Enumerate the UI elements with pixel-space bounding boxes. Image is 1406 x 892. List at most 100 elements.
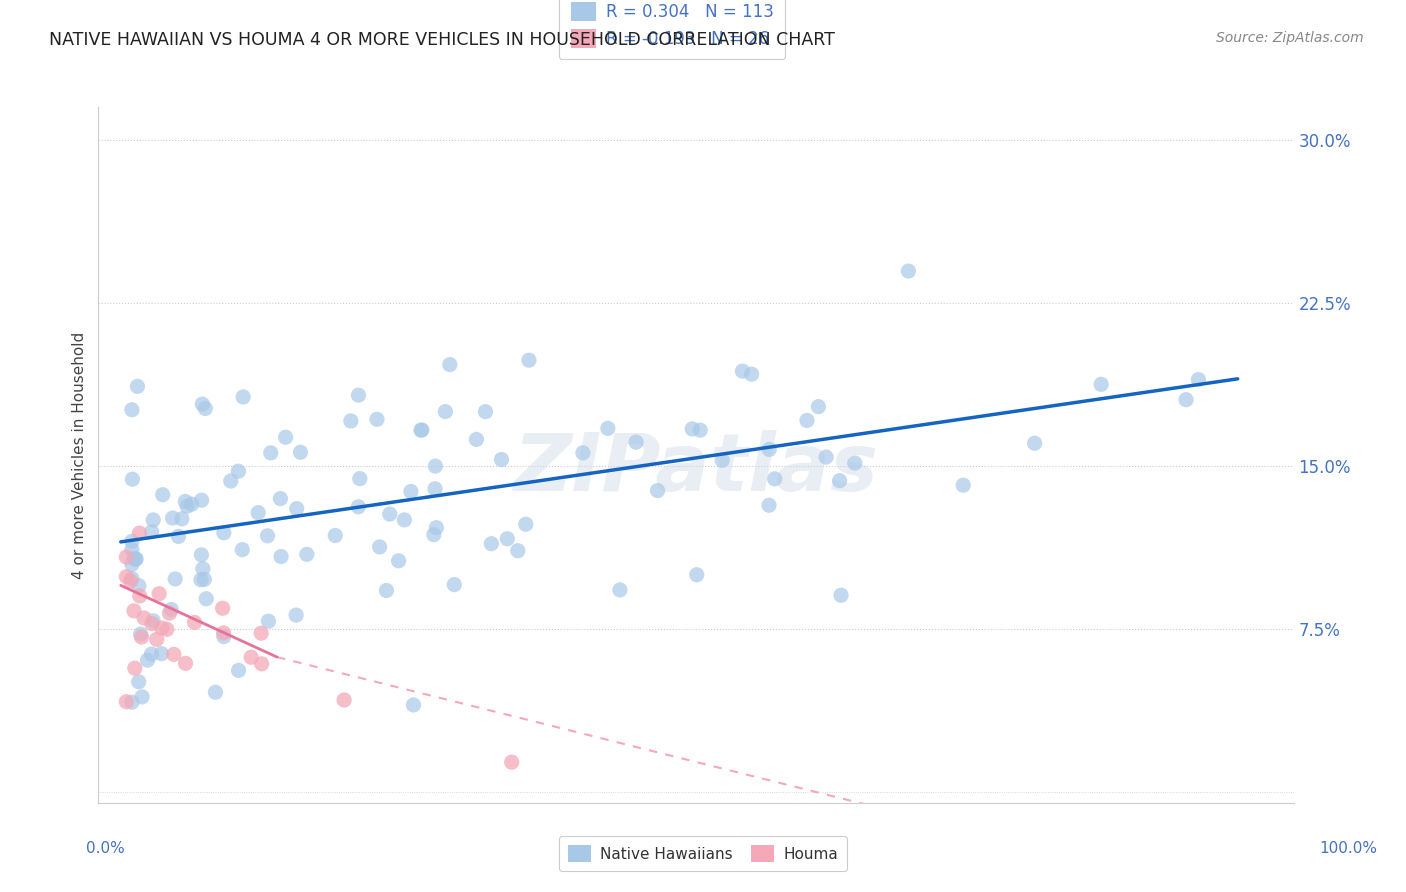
Point [152,488,174,502]
Point [131,690,153,704]
Point [142,513,165,527]
Point [167,529,190,543]
Point [257,614,280,628]
Point [141,616,163,631]
Point [115,549,138,564]
Point [399,484,422,499]
Point [212,630,235,644]
Legend: Native Hawaiians, Houma: Native Hawaiians, Houma [560,836,846,871]
Point [121,558,143,572]
Text: ZIPatlas: ZIPatlas [513,430,879,508]
Point [1090,377,1112,392]
Point [269,491,291,506]
Point [285,501,308,516]
Point [136,653,159,667]
Point [474,405,496,419]
Point [1024,436,1046,450]
Point [425,459,447,474]
Point [340,414,363,428]
Point [828,474,851,488]
Point [122,551,145,566]
Point [232,390,254,404]
Point [815,450,838,464]
Point [142,614,165,628]
Point [121,402,143,417]
Legend: R = 0.304   N = 113, R = -0.193   N = 26: R = 0.304 N = 113, R = -0.193 N = 26 [560,0,785,60]
Point [624,435,647,450]
Point [465,433,488,447]
Point [501,755,523,769]
Point [180,497,202,511]
Point [176,500,198,514]
Point [170,512,193,526]
Text: NATIVE HAWAIIAN VS HOUMA 4 OR MORE VEHICLES IN HOUSEHOLD CORRELATION CHART: NATIVE HAWAIIAN VS HOUMA 4 OR MORE VEHIC… [49,31,835,49]
Point [758,442,780,457]
Point [830,588,852,602]
Point [174,657,197,671]
Point [375,583,398,598]
Point [596,421,619,435]
Point [191,562,214,576]
Point [128,526,150,541]
Point [796,413,818,427]
Point [647,483,669,498]
Point [952,478,974,492]
Point [256,529,278,543]
Point [127,379,149,393]
Point [496,532,519,546]
Point [150,621,173,635]
Point [731,364,754,378]
Point [402,698,425,712]
Point [366,412,388,426]
Point [132,611,155,625]
Point [387,554,409,568]
Text: 100.0%: 100.0% [1319,841,1378,856]
Point [423,527,446,541]
Point [228,664,250,678]
Point [443,577,465,591]
Point [174,494,197,508]
Point [506,543,529,558]
Point [165,572,187,586]
Point [115,695,138,709]
Point [290,445,312,459]
Point [517,353,540,368]
Point [190,573,212,587]
Point [260,446,283,460]
Point [159,606,181,620]
Point [250,657,273,671]
Point [228,464,250,478]
Point [141,524,163,539]
Point [121,572,143,586]
Point [148,587,170,601]
Point [219,474,242,488]
Point [711,453,734,467]
Point [394,513,416,527]
Point [150,647,173,661]
Point [686,567,709,582]
Point [160,602,183,616]
Point [758,498,780,512]
Point [1175,392,1198,407]
Point [333,693,356,707]
Point [411,423,433,437]
Point [183,615,205,630]
Point [156,623,179,637]
Point [609,582,631,597]
Point [409,423,432,437]
Point [491,452,513,467]
Point [121,534,143,549]
Point [689,423,711,437]
Y-axis label: 4 or more Vehicles in Household: 4 or more Vehicles in Household [72,331,87,579]
Point [439,358,461,372]
Point [368,540,391,554]
Point [162,511,184,525]
Point [231,542,253,557]
Point [125,552,148,566]
Point [347,388,370,402]
Point [250,626,273,640]
Point [145,632,167,647]
Point [434,404,457,418]
Point [194,401,217,416]
Point [121,472,143,486]
